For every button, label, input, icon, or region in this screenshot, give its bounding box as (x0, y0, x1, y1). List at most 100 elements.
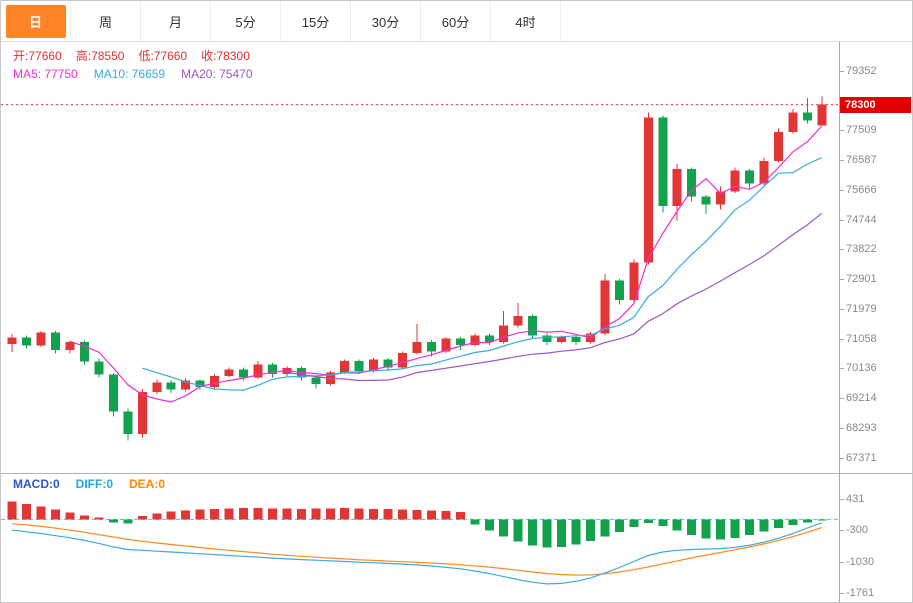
candle (730, 167, 740, 194)
macd-bar (65, 512, 75, 520)
macd-bar (802, 519, 812, 523)
macd-legend-item: DIFF:0 (75, 477, 114, 491)
period-tabbar: 日 周 月 5分 15分 30分 60分 4时 (1, 1, 912, 42)
candle (398, 351, 408, 370)
macd-bar (672, 519, 682, 531)
macd-bar (22, 503, 32, 520)
macd-bar (643, 519, 653, 524)
candle (412, 324, 422, 355)
period-tab-月[interactable]: 月 (141, 1, 211, 41)
candle (759, 157, 769, 186)
macd-bar (340, 508, 350, 520)
candle (455, 336, 465, 350)
macd-bar (658, 519, 668, 527)
period-tab-15分[interactable]: 15分 (281, 1, 351, 41)
macd-bar (253, 508, 263, 520)
candle (267, 362, 277, 378)
candle (614, 278, 624, 305)
macd-canvas[interactable] (1, 475, 839, 603)
candle (137, 388, 147, 438)
price-tick: 71058 (839, 332, 877, 345)
candle (36, 330, 46, 347)
macd-bar (239, 508, 249, 520)
macd-tick: 431 (838, 492, 865, 505)
macd-bar (51, 509, 61, 520)
candle (224, 367, 234, 378)
period-tab-周[interactable]: 周 (71, 1, 141, 41)
price-tick: 73822 (839, 243, 877, 256)
macd-bar (687, 519, 697, 535)
macd-bar (325, 508, 335, 520)
macd-bar (557, 519, 567, 547)
period-tab-label: 5分 (235, 14, 256, 30)
macd-bar (152, 513, 162, 520)
main-price-chart[interactable]: 开:77660 高:78550 低:77660 收:78300 MA5: 77750 M… (1, 42, 839, 473)
price-tick: 70136 (839, 362, 877, 375)
macd-tick: -1030 (838, 555, 875, 568)
candle (22, 335, 32, 349)
macd-bar (600, 519, 610, 537)
macd-bar (80, 515, 90, 520)
price-tick: 68293 (839, 421, 877, 434)
macd-bar (282, 508, 292, 520)
macd-legend-item: MACD:0 (13, 477, 60, 491)
macd-bar (759, 519, 769, 532)
candle (123, 408, 133, 441)
price-axis: 79352 77509 76587 75666 74744 73822 72901 71979… (838, 42, 912, 602)
period-tab-30分[interactable]: 30分 (351, 1, 421, 41)
candle (340, 359, 350, 375)
macd-bar (470, 519, 480, 525)
macd-bar (7, 501, 17, 520)
period-tab-日[interactable]: 日 (1, 1, 71, 41)
candle (499, 311, 509, 344)
macd-bar (571, 519, 581, 545)
macd-readout: MACD:0 DIFF:0 DEA:0 (13, 477, 165, 491)
price-tick: 74744 (839, 213, 877, 226)
candle (744, 168, 754, 189)
candle (181, 378, 191, 392)
candle (65, 340, 75, 354)
price-tick: 67371 (839, 451, 877, 464)
price-tick: 69214 (839, 392, 877, 405)
ma10-line (142, 157, 823, 391)
macd-bar (383, 509, 393, 520)
macd-bar (137, 515, 147, 520)
candle (383, 357, 393, 371)
macd-bar (542, 519, 552, 548)
period-tab-label: 周 (98, 14, 112, 30)
macd-bar (513, 519, 523, 542)
price-tick: 79352 (839, 64, 877, 77)
period-tab-5分[interactable]: 5分 (211, 1, 281, 41)
ma20-line (286, 212, 823, 382)
candlestick-canvas[interactable] (1, 42, 839, 473)
candle (470, 333, 480, 347)
candle (7, 334, 17, 352)
macd-bar (181, 510, 191, 520)
macd-panel[interactable]: MACD:0 DIFF:0 DEA:0 (1, 473, 839, 603)
macd-bar (296, 508, 306, 520)
macd-bar (166, 511, 176, 520)
ma-legend-item: MA10: 76659 (93, 67, 166, 81)
ohlc-item: 高:78550 (75, 49, 125, 63)
period-tab-label: 30分 (371, 14, 400, 30)
panel-divider (840, 473, 912, 474)
candle (658, 115, 668, 213)
macd-bar (94, 517, 104, 520)
diff-line (12, 522, 823, 585)
candle (802, 98, 812, 124)
period-tab-4时[interactable]: 4时 (491, 1, 561, 41)
macd-bar (629, 519, 639, 528)
candle (484, 333, 494, 346)
macd-bar (210, 508, 220, 520)
macd-bar (224, 508, 234, 520)
candle (513, 303, 523, 328)
period-tab-60分[interactable]: 60分 (421, 1, 491, 41)
macd-legend-item: DEA:0 (129, 477, 166, 491)
period-tab-label: 15分 (301, 14, 330, 30)
candle (571, 335, 581, 346)
price-tick: 72901 (839, 273, 877, 286)
macd-bar (744, 519, 754, 535)
candle (210, 374, 220, 389)
candle (643, 112, 653, 265)
macd-bar (426, 510, 436, 520)
